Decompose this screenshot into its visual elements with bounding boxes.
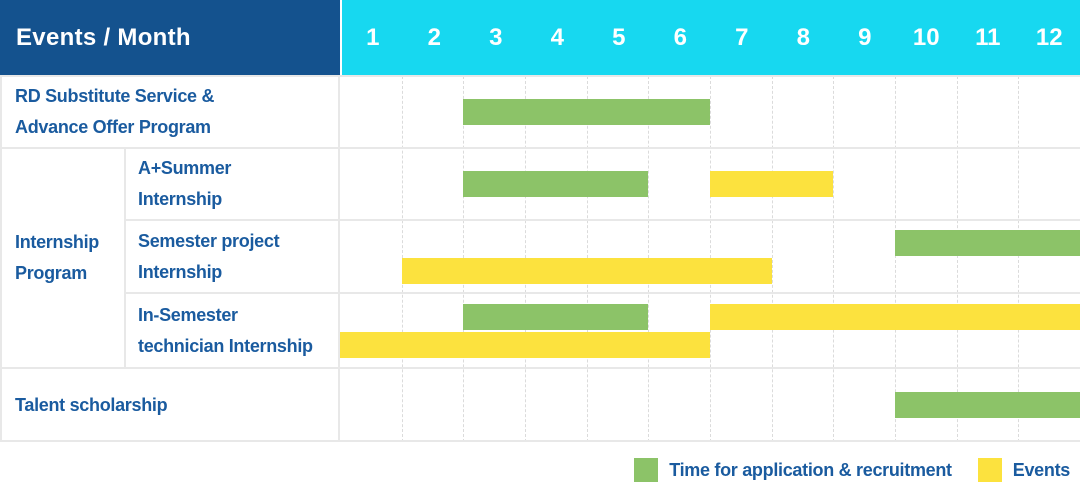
- legend-item-events: Events: [977, 458, 1071, 482]
- gantt-bar-application: [463, 303, 649, 330]
- month-label-1: 1: [366, 24, 380, 51]
- month-label-9: 9: [858, 24, 872, 51]
- row-border: [125, 219, 1080, 221]
- month-header-row: 1 2 3 4 5 6 7 8 9 10 11 12: [342, 0, 1080, 76]
- month-label-12: 12: [1035, 24, 1063, 51]
- month-label-3: 3: [489, 24, 503, 51]
- group-label: Internship Program: [15, 232, 100, 283]
- month-gridline: [956, 76, 958, 442]
- month-label-4: 4: [550, 24, 564, 51]
- row-border: [0, 367, 1080, 369]
- gantt-bar-event: [710, 303, 1080, 330]
- row-label: RD Substitute Service & Advance Offer Pro…: [15, 86, 215, 137]
- legend-item-application: Time for application & recruitment: [634, 458, 952, 482]
- events-swatch-icon: [977, 458, 1002, 482]
- table-border-top: [0, 75, 1080, 77]
- header-corner-cell: Events / Month: [0, 0, 340, 76]
- row-border: [125, 292, 1080, 294]
- row-label: In-Semester technician Internship: [138, 304, 313, 356]
- legend-label-events: Events: [1012, 459, 1071, 480]
- group-divider: [124, 148, 126, 368]
- application-swatch-icon: [634, 458, 659, 482]
- month-gridline: [1018, 76, 1020, 442]
- gantt-bar-event: [401, 257, 772, 284]
- gantt-bar-event: [710, 171, 834, 197]
- month-gridline: [895, 76, 896, 442]
- row-label: Talent scholarship: [15, 394, 168, 415]
- page-title: Events / Month: [16, 24, 191, 51]
- month-gridline: [833, 76, 835, 442]
- gantt-bar-application: [895, 229, 1080, 256]
- legend-label-application: Time for application & recruitment: [669, 459, 952, 480]
- row-label: Semester project Internship: [138, 230, 280, 282]
- label-chart-divider: [338, 76, 340, 442]
- gantt-bar-application: [463, 99, 710, 125]
- gantt-bar-application: [463, 171, 649, 197]
- row-border: [0, 147, 1080, 149]
- month-label-8: 8: [796, 24, 810, 51]
- month-label-7: 7: [735, 24, 749, 51]
- month-label-10: 10: [912, 24, 940, 51]
- month-label-2: 2: [427, 24, 441, 51]
- month-gridline: [771, 76, 773, 442]
- table-border-bottom: [0, 440, 1080, 442]
- gantt-bar-application: [895, 392, 1080, 418]
- gantt-bar-event: [340, 331, 710, 358]
- month-label-6: 6: [673, 24, 687, 51]
- table-border-left: [0, 76, 2, 442]
- month-label-5: 5: [612, 24, 626, 51]
- month-label-11: 11: [975, 24, 1001, 51]
- legend: Time for application & recruitment Event…: [634, 452, 1070, 488]
- row-label: A+Summer Internship: [138, 158, 232, 209]
